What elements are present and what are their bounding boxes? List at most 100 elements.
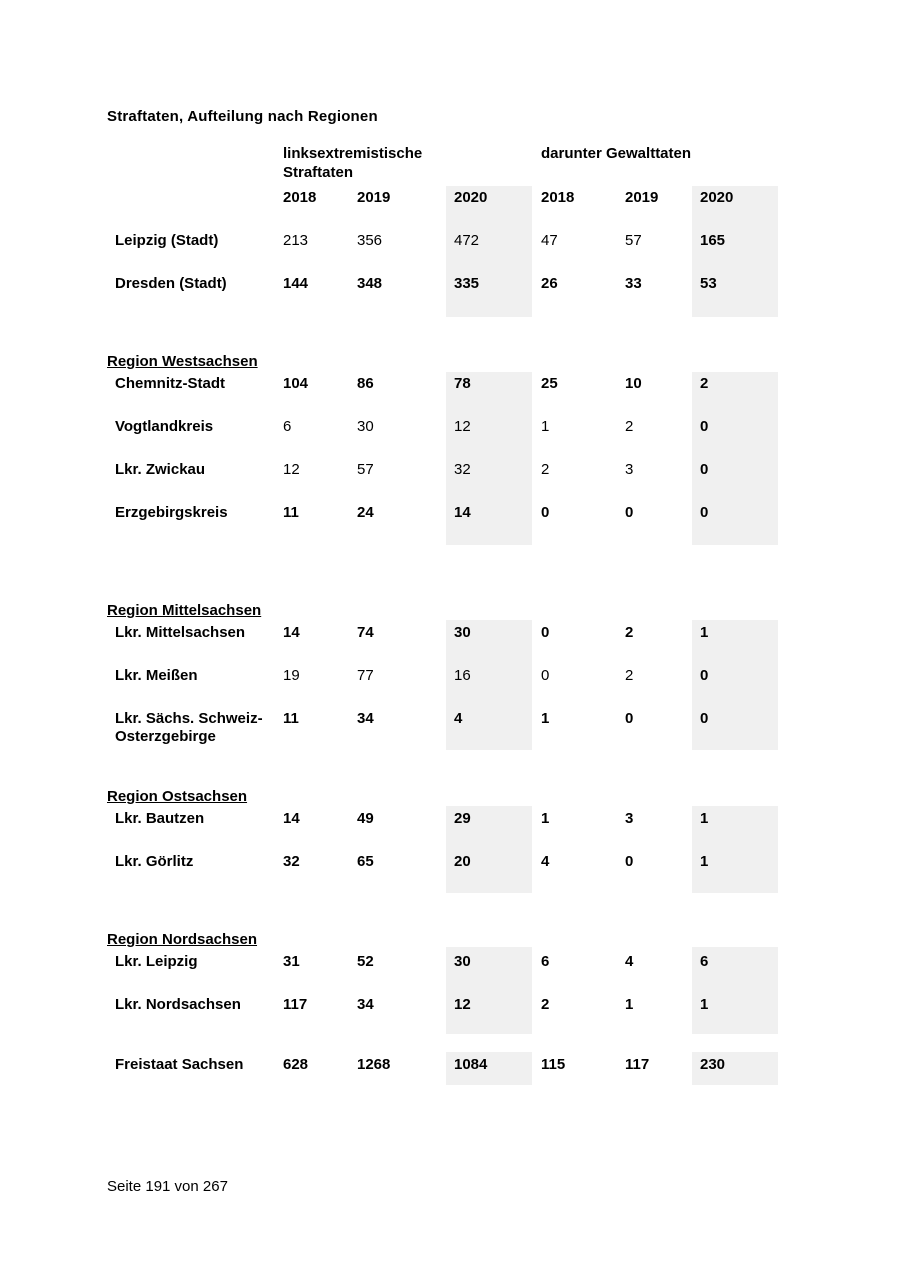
value-cell: 1 [700, 853, 709, 870]
value-cell: 2 [700, 375, 709, 392]
page-number: Seite 191 von 267 [107, 1178, 228, 1195]
row-label: Vogtlandkreis [115, 418, 214, 435]
value-cell: 104 [283, 375, 309, 392]
value-cell: 74 [357, 624, 374, 641]
column-group-header-row: linksextremistische Straftaten darunter … [107, 144, 778, 182]
value-cell: 0 [700, 504, 709, 521]
value-cell: 19 [283, 667, 300, 684]
value-cell: 1268 [357, 1056, 391, 1073]
row-label: Chemnitz-Stadt [115, 375, 225, 392]
value-cell: 29 [454, 810, 471, 827]
year-header: 2019 [357, 189, 391, 206]
value-cell: 0 [700, 461, 709, 478]
row-label: Lkr. Leipzig [115, 953, 198, 970]
highlight-band-2020-left [446, 947, 532, 1034]
table-row-lkr-meissen: Lkr. Meißen 19 77 16 0 2 0 [107, 667, 778, 685]
value-cell: 3 [625, 810, 634, 827]
section-header-mittelsachsen: Region Mittelsachsen [107, 602, 262, 619]
value-cell: 0 [700, 710, 709, 727]
value-cell: 0 [541, 624, 550, 641]
value-cell: 1 [625, 996, 634, 1013]
value-cell: 117 [625, 1056, 650, 1073]
value-cell: 1 [541, 418, 550, 435]
row-label: Lkr. Sächs. Schweiz- Osterzgebirge [115, 710, 263, 745]
section-header-ostsachsen: Region Ostsachsen [107, 788, 248, 805]
table-row-lkr-goerlitz: Lkr. Görlitz 32 65 20 4 0 1 [107, 853, 778, 871]
highlight-band-2020-right [692, 620, 778, 750]
value-cell: 0 [541, 504, 550, 521]
value-cell: 1 [541, 810, 550, 827]
table-row-lkr-bautzen: Lkr. Bautzen 14 49 29 1 3 1 [107, 810, 778, 828]
table-row-lkr-mittelsachsen: Lkr. Mittelsachsen 14 74 30 0 2 1 [107, 624, 778, 642]
value-cell: 57 [625, 232, 642, 249]
value-cell: 30 [454, 624, 471, 641]
highlight-band-2020-left [446, 186, 532, 317]
highlight-band-2020-right [692, 372, 778, 545]
value-cell: 10 [625, 375, 642, 392]
value-cell: 230 [700, 1056, 726, 1073]
value-cell: 144 [283, 275, 309, 292]
spacer [107, 189, 283, 207]
value-cell: 1084 [454, 1056, 488, 1073]
group-header-gewalttaten: darunter Gewalttaten [541, 145, 692, 162]
table-row-lkr-zwickau: Lkr. Zwickau 12 57 32 2 3 0 [107, 461, 778, 479]
value-cell: 30 [357, 418, 374, 435]
value-cell: 52 [357, 953, 374, 970]
value-cell: 0 [541, 667, 550, 684]
year-header: 2019 [625, 189, 659, 206]
value-cell: 628 [283, 1056, 309, 1073]
year-header: 2018 [541, 189, 575, 206]
highlight-band-2020-left [446, 620, 532, 750]
value-cell: 53 [700, 275, 717, 292]
value-cell: 32 [283, 853, 300, 870]
value-cell: 12 [454, 996, 471, 1013]
section-header-westsachsen: Region Westsachsen [107, 353, 258, 370]
value-cell: 348 [357, 275, 383, 292]
value-cell: 115 [541, 1056, 566, 1073]
row-label: Erzgebirgskreis [115, 504, 228, 521]
row-label: Freistaat Sachsen [115, 1056, 244, 1073]
value-cell: 213 [283, 232, 309, 249]
highlight-band-2020-right [692, 186, 778, 317]
value-cell: 1 [700, 810, 709, 827]
value-cell: 2 [625, 418, 634, 435]
row-label: Lkr. Zwickau [115, 461, 206, 478]
value-cell: 4 [454, 710, 463, 727]
value-cell: 34 [357, 996, 374, 1013]
value-cell: 25 [541, 375, 558, 392]
value-cell: 1 [700, 996, 709, 1013]
row-label: Lkr. Meißen [115, 667, 198, 684]
year-header: 2020 [700, 189, 734, 206]
value-cell: 3 [625, 461, 634, 478]
highlight-band-2020-left [446, 1052, 532, 1085]
highlight-band-2020-left [446, 372, 532, 545]
row-label: Lkr. Mittelsachsen [115, 624, 246, 641]
value-cell: 2 [625, 667, 634, 684]
value-cell: 6 [541, 953, 550, 970]
table-row-erzgebirgskreis: Erzgebirgskreis 11 24 14 0 0 0 [107, 504, 778, 522]
value-cell: 30 [454, 953, 471, 970]
value-cell: 77 [357, 667, 374, 684]
value-cell: 20 [454, 853, 471, 870]
value-cell: 0 [625, 853, 634, 870]
value-cell: 12 [283, 461, 300, 478]
value-cell: 4 [541, 853, 550, 870]
value-cell: 24 [357, 504, 374, 521]
year-header: 2020 [454, 189, 488, 206]
value-cell: 31 [283, 953, 300, 970]
group-header-straftaten: linksextremistische Straftaten [283, 145, 423, 181]
value-cell: 472 [454, 232, 480, 249]
value-cell: 2 [541, 996, 550, 1013]
row-label: Lkr. Nordsachsen [115, 996, 241, 1013]
table-row-lkr-saechs-schweiz-osterzgebirge: Lkr. Sächs. Schweiz- Osterzgebirge 11 34… [107, 710, 778, 746]
value-cell: 6 [283, 418, 292, 435]
value-cell: 4 [625, 953, 634, 970]
value-cell: 33 [625, 275, 642, 292]
table-row-leipzig-stadt: Leipzig (Stadt) 213 356 472 47 57 165 [107, 232, 778, 250]
value-cell: 1 [541, 710, 550, 727]
row-label: Dresden (Stadt) [115, 275, 227, 292]
value-cell: 117 [283, 996, 308, 1013]
value-cell: 86 [357, 375, 374, 392]
year-header: 2018 [283, 189, 317, 206]
